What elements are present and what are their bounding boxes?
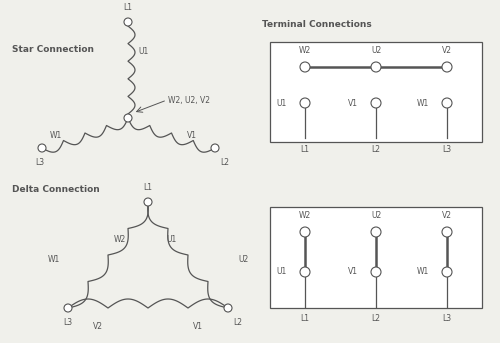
Text: L3: L3: [36, 158, 44, 167]
Circle shape: [300, 227, 310, 237]
Text: W1: W1: [48, 256, 60, 264]
Text: W1: W1: [417, 98, 429, 107]
Text: U1: U1: [277, 98, 287, 107]
Circle shape: [371, 62, 381, 72]
Text: V1: V1: [187, 131, 197, 140]
Text: W1: W1: [417, 268, 429, 276]
Circle shape: [442, 267, 452, 277]
Text: V2: V2: [442, 46, 452, 55]
Text: V1: V1: [348, 98, 358, 107]
Text: W2, U2, V2: W2, U2, V2: [168, 95, 210, 105]
Circle shape: [300, 62, 310, 72]
Text: Star Connection: Star Connection: [12, 45, 94, 54]
Circle shape: [442, 62, 452, 72]
Circle shape: [211, 144, 219, 152]
Text: V2: V2: [442, 211, 452, 220]
Text: L3: L3: [64, 318, 72, 327]
Text: L2: L2: [372, 314, 380, 323]
Text: W2: W2: [299, 211, 311, 220]
Text: U2: U2: [371, 211, 381, 220]
Circle shape: [124, 18, 132, 26]
Text: U2: U2: [371, 46, 381, 55]
Text: U1: U1: [138, 47, 148, 57]
Circle shape: [371, 267, 381, 277]
Text: L1: L1: [300, 145, 310, 154]
Bar: [270, 207, 482, 308]
Circle shape: [371, 98, 381, 108]
Circle shape: [300, 98, 310, 108]
Circle shape: [64, 304, 72, 312]
Text: V1: V1: [193, 322, 203, 331]
Text: W1: W1: [50, 131, 62, 140]
Text: L1: L1: [300, 314, 310, 323]
Circle shape: [300, 267, 310, 277]
Circle shape: [442, 98, 452, 108]
Circle shape: [371, 227, 381, 237]
Text: L1: L1: [144, 183, 152, 192]
Circle shape: [144, 198, 152, 206]
Text: W2: W2: [299, 46, 311, 55]
Text: V1: V1: [348, 268, 358, 276]
Text: L2: L2: [220, 158, 229, 167]
Text: L1: L1: [124, 3, 132, 12]
Text: L2: L2: [233, 318, 242, 327]
Text: L3: L3: [442, 145, 452, 154]
Text: Terminal Connections: Terminal Connections: [262, 20, 372, 29]
Text: V2: V2: [93, 322, 103, 331]
Text: Delta Connection: Delta Connection: [12, 185, 100, 194]
Circle shape: [38, 144, 46, 152]
Circle shape: [124, 114, 132, 122]
Text: U1: U1: [166, 236, 176, 245]
Text: W2: W2: [114, 236, 126, 245]
Text: L3: L3: [442, 314, 452, 323]
Text: L2: L2: [372, 145, 380, 154]
Circle shape: [442, 227, 452, 237]
Circle shape: [224, 304, 232, 312]
Bar: [270, 42, 482, 142]
Text: U2: U2: [238, 256, 248, 264]
Text: U1: U1: [277, 268, 287, 276]
